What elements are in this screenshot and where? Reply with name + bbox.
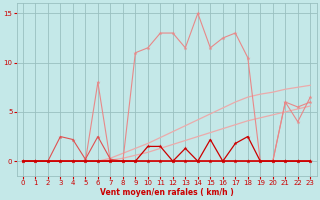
X-axis label: Vent moyen/en rafales ( km/h ): Vent moyen/en rafales ( km/h ) (100, 188, 234, 197)
